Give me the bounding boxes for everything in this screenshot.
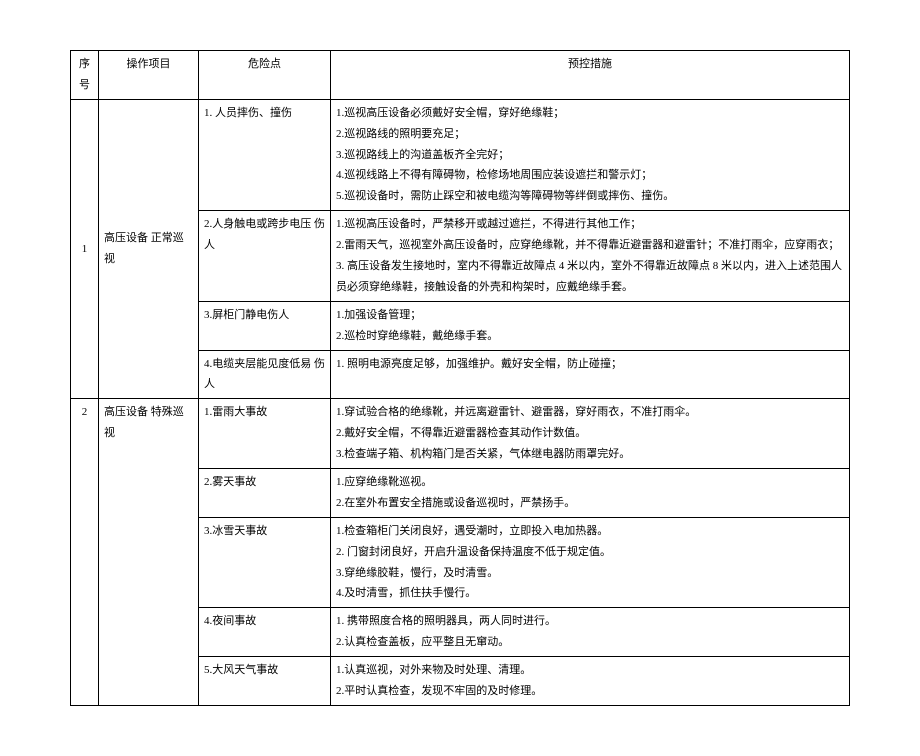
cell-risk: 3.冰雪天事故: [199, 517, 331, 608]
cell-measure: 1.应穿绝缘靴巡视。2.在室外布置安全措施或设备巡视时，严禁扬手。: [331, 469, 850, 518]
header-op: 操作项目: [99, 51, 199, 100]
cell-measure: 1.巡视高压设备必须戴好安全帽，穿好绝缘鞋；2.巡视路线的照明要充足；3.巡视路…: [331, 99, 850, 210]
cell-risk: 2.人身触电或跨步电压 伤人: [199, 211, 331, 302]
header-seq: 序号: [71, 51, 99, 100]
table-row: 1 高压设备 正常巡视 1. 人员摔伤、撞伤 1.巡视高压设备必须戴好安全帽，穿…: [71, 99, 850, 210]
header-measure: 预控措施: [331, 51, 850, 100]
cell-risk: 1.雷雨大事故: [199, 399, 331, 469]
cell-risk: 5.大风天气事故: [199, 657, 331, 706]
cell-measure: 1.加强设备管理；2.巡检时穿绝缘鞋，戴绝缘手套。: [331, 301, 850, 350]
cell-op: 高压设备 特殊巡视: [99, 399, 199, 706]
cell-risk: 1. 人员摔伤、撞伤: [199, 99, 331, 210]
risk-control-table: 序号 操作项目 危险点 预控措施 1 高压设备 正常巡视 1. 人员摔伤、撞伤 …: [70, 50, 850, 706]
cell-seq: 1: [71, 99, 99, 399]
cell-measure: 1. 照明电源亮度足够，加强维护。戴好安全帽，防止碰撞；: [331, 350, 850, 399]
cell-op: 高压设备 正常巡视: [99, 99, 199, 399]
cell-risk: 3.屏柜门静电伤人: [199, 301, 331, 350]
cell-risk: 4.电缆夹层能见度低易 伤人: [199, 350, 331, 399]
cell-measure: 1.穿试验合格的绝缘靴，并远离避雷针、避雷器，穿好雨衣，不准打雨伞。2.戴好安全…: [331, 399, 850, 469]
cell-measure: 1.巡视高压设备时，严禁移开或越过遮拦，不得进行其他工作；2.雷雨天气，巡视室外…: [331, 211, 850, 302]
cell-risk: 4.夜间事故: [199, 608, 331, 657]
table-header-row: 序号 操作项目 危险点 预控措施: [71, 51, 850, 100]
cell-measure: 1.认真巡视，对外来物及时处理、清理。2.平时认真检查，发现不牢固的及时修理。: [331, 657, 850, 706]
cell-risk: 2.雾天事故: [199, 469, 331, 518]
cell-seq: 2: [71, 399, 99, 706]
header-risk: 危险点: [199, 51, 331, 100]
cell-measure: 1. 携带照度合格的照明器具，两人同时进行。2.认真检查盖板，应平整且无窜动。: [331, 608, 850, 657]
cell-measure: 1.检查箱柜门关闭良好，遇受潮时，立即投入电加热器。2. 门窗封闭良好，开启升温…: [331, 517, 850, 608]
table-row: 2 高压设备 特殊巡视 1.雷雨大事故 1.穿试验合格的绝缘靴，并远离避雷针、避…: [71, 399, 850, 469]
